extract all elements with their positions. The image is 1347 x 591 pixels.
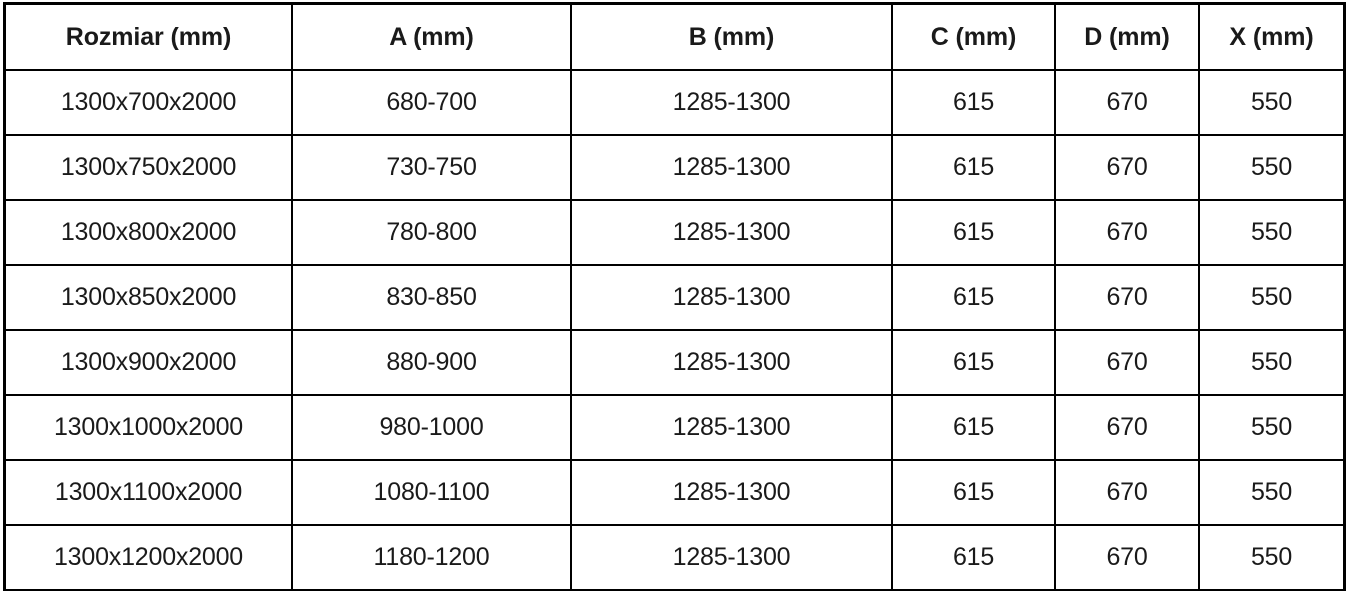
cell-b: 1285-1300 (570, 134, 893, 201)
cell-d: 670 (1054, 459, 1200, 526)
cell-a: 680-700 (291, 69, 572, 136)
cell-size: 1300x1200x2000 (4, 524, 293, 591)
cell-size: 1300x850x2000 (4, 264, 293, 331)
cell-c: 615 (891, 459, 1056, 526)
column-header-b: B (mm) (570, 3, 893, 71)
cell-c: 615 (891, 524, 1056, 591)
cell-a: 780-800 (291, 199, 572, 266)
cell-a: 1080-1100 (291, 459, 572, 526)
table-row: 1300x900x2000 880-900 1285-1300 615 670 … (4, 329, 1345, 396)
cell-c: 615 (891, 69, 1056, 136)
table-row: 1300x750x2000 730-750 1285-1300 615 670 … (4, 134, 1345, 201)
table-row: 1300x700x2000 680-700 1285-1300 615 670 … (4, 69, 1345, 136)
column-header-a: A (mm) (291, 3, 572, 71)
cell-b: 1285-1300 (570, 459, 893, 526)
cell-x: 550 (1198, 459, 1345, 526)
cell-b: 1285-1300 (570, 524, 893, 591)
cell-a: 830-850 (291, 264, 572, 331)
cell-c: 615 (891, 329, 1056, 396)
column-header-c: C (mm) (891, 3, 1056, 71)
cell-x: 550 (1198, 264, 1345, 331)
table-row: 1300x1100x2000 1080-1100 1285-1300 615 6… (4, 459, 1345, 526)
specification-table: Rozmiar (mm) A (mm) B (mm) C (mm) D (mm)… (3, 2, 1346, 591)
table-header: Rozmiar (mm) A (mm) B (mm) C (mm) D (mm)… (4, 3, 1345, 71)
cell-size: 1300x1100x2000 (4, 459, 293, 526)
column-header-size: Rozmiar (mm) (4, 3, 293, 71)
cell-d: 670 (1054, 199, 1200, 266)
cell-size: 1300x900x2000 (4, 329, 293, 396)
cell-d: 670 (1054, 69, 1200, 136)
cell-size: 1300x1000x2000 (4, 394, 293, 461)
cell-c: 615 (891, 394, 1056, 461)
cell-c: 615 (891, 264, 1056, 331)
cell-d: 670 (1054, 394, 1200, 461)
cell-d: 670 (1054, 134, 1200, 201)
cell-x: 550 (1198, 394, 1345, 461)
cell-d: 670 (1054, 329, 1200, 396)
cell-b: 1285-1300 (570, 69, 893, 136)
cell-x: 550 (1198, 134, 1345, 201)
cell-x: 550 (1198, 69, 1345, 136)
cell-size: 1300x800x2000 (4, 199, 293, 266)
column-header-x: X (mm) (1198, 3, 1345, 71)
cell-a: 980-1000 (291, 394, 572, 461)
cell-x: 550 (1198, 199, 1345, 266)
cell-x: 550 (1198, 524, 1345, 591)
cell-a: 880-900 (291, 329, 572, 396)
cell-c: 615 (891, 199, 1056, 266)
cell-b: 1285-1300 (570, 264, 893, 331)
table-row: 1300x1200x2000 1180-1200 1285-1300 615 6… (4, 524, 1345, 591)
cell-a: 1180-1200 (291, 524, 572, 591)
table-row: 1300x800x2000 780-800 1285-1300 615 670 … (4, 199, 1345, 266)
cell-d: 670 (1054, 264, 1200, 331)
cell-b: 1285-1300 (570, 199, 893, 266)
cell-size: 1300x700x2000 (4, 69, 293, 136)
column-header-d: D (mm) (1054, 3, 1200, 71)
cell-a: 730-750 (291, 134, 572, 201)
cell-c: 615 (891, 134, 1056, 201)
cell-x: 550 (1198, 329, 1345, 396)
cell-size: 1300x750x2000 (4, 134, 293, 201)
cell-b: 1285-1300 (570, 394, 893, 461)
table-body: 1300x700x2000 680-700 1285-1300 615 670 … (4, 69, 1345, 591)
cell-d: 670 (1054, 524, 1200, 591)
cell-b: 1285-1300 (570, 329, 893, 396)
table-header-row: Rozmiar (mm) A (mm) B (mm) C (mm) D (mm)… (4, 3, 1345, 71)
table-row: 1300x850x2000 830-850 1285-1300 615 670 … (4, 264, 1345, 331)
table-row: 1300x1000x2000 980-1000 1285-1300 615 67… (4, 394, 1345, 461)
